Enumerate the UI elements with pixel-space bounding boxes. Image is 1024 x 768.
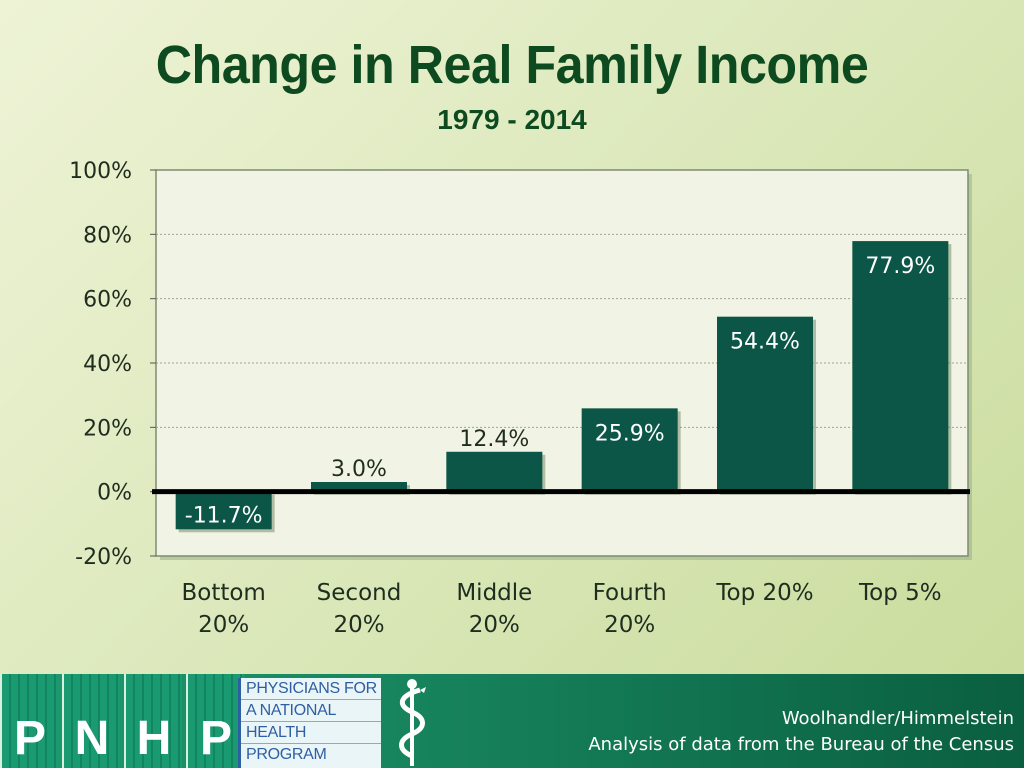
logo-letter: P: [13, 712, 46, 765]
data-label: 54.4%: [730, 330, 800, 355]
y-tick-label: 40%: [83, 352, 132, 377]
y-tick-label: -20%: [75, 545, 132, 570]
x-tick-label: 20%: [469, 612, 520, 638]
logo-letter: H: [136, 712, 172, 765]
y-tick-label: 100%: [69, 159, 132, 184]
x-tick-label: Top 20%: [715, 580, 813, 606]
x-tick-label: Middle: [456, 580, 532, 606]
caduceus-icon: [399, 679, 426, 766]
logo-tile: P: [186, 674, 244, 768]
x-tick-label: Second: [317, 580, 402, 606]
credit-authors: Woolhandler/Himmelstein: [781, 708, 1014, 729]
logo-line: PROGRAM: [246, 746, 327, 763]
logo-tile: N: [62, 674, 120, 768]
logo-tile: H: [124, 674, 182, 768]
x-tick-label: Bottom: [181, 580, 265, 606]
pnhp-logo: P N H P: [0, 674, 248, 768]
y-tick-label: 0%: [97, 481, 132, 506]
data-label: 12.4%: [459, 427, 529, 452]
y-tick-label: 80%: [83, 223, 132, 248]
credit-source: Analysis of data from the Bureau of the …: [588, 734, 1014, 755]
bar: [852, 241, 949, 492]
bar: [175, 491, 272, 530]
bar: [446, 451, 543, 492]
x-tick-label: 20%: [604, 612, 655, 638]
logo-line: PHYSICIANS FOR: [241, 678, 381, 700]
footer-banner: P N H P PHYSICIANS FOR A NATIONAL HEALTH…: [0, 674, 1024, 768]
x-tick-label: Top 5%: [858, 580, 942, 606]
data-label: 25.9%: [595, 421, 665, 446]
chart-title: Change in Real Family Income: [155, 35, 869, 95]
logo-tile: P: [0, 674, 58, 768]
data-label: 77.9%: [865, 254, 935, 279]
logo-wordmark: PHYSICIANS FOR A NATIONAL HEALTH PROGRAM: [238, 678, 381, 768]
logo-line: HEALTH: [241, 722, 381, 744]
logo-line: A NATIONAL: [241, 700, 381, 722]
x-tick-label: Fourth: [593, 580, 667, 606]
logo-letter: P: [199, 712, 232, 765]
y-tick-label: 60%: [83, 288, 132, 313]
bar-chart: -20% 0% 20% 40% 60% 80% 100% -11.7% Bottom 20% 3.0…: [69, 159, 972, 638]
bar: [581, 408, 678, 492]
data-label: 3.0%: [331, 457, 387, 482]
bar: [311, 482, 407, 492]
chart-subtitle: 1979 - 2014: [437, 104, 587, 135]
logo-letter: N: [74, 712, 110, 765]
x-tick-label: 20%: [333, 612, 384, 638]
data-label: -11.7%: [185, 504, 263, 529]
bar: [717, 316, 813, 492]
y-tick-label: 20%: [83, 416, 132, 441]
x-tick-label: 20%: [198, 612, 249, 638]
